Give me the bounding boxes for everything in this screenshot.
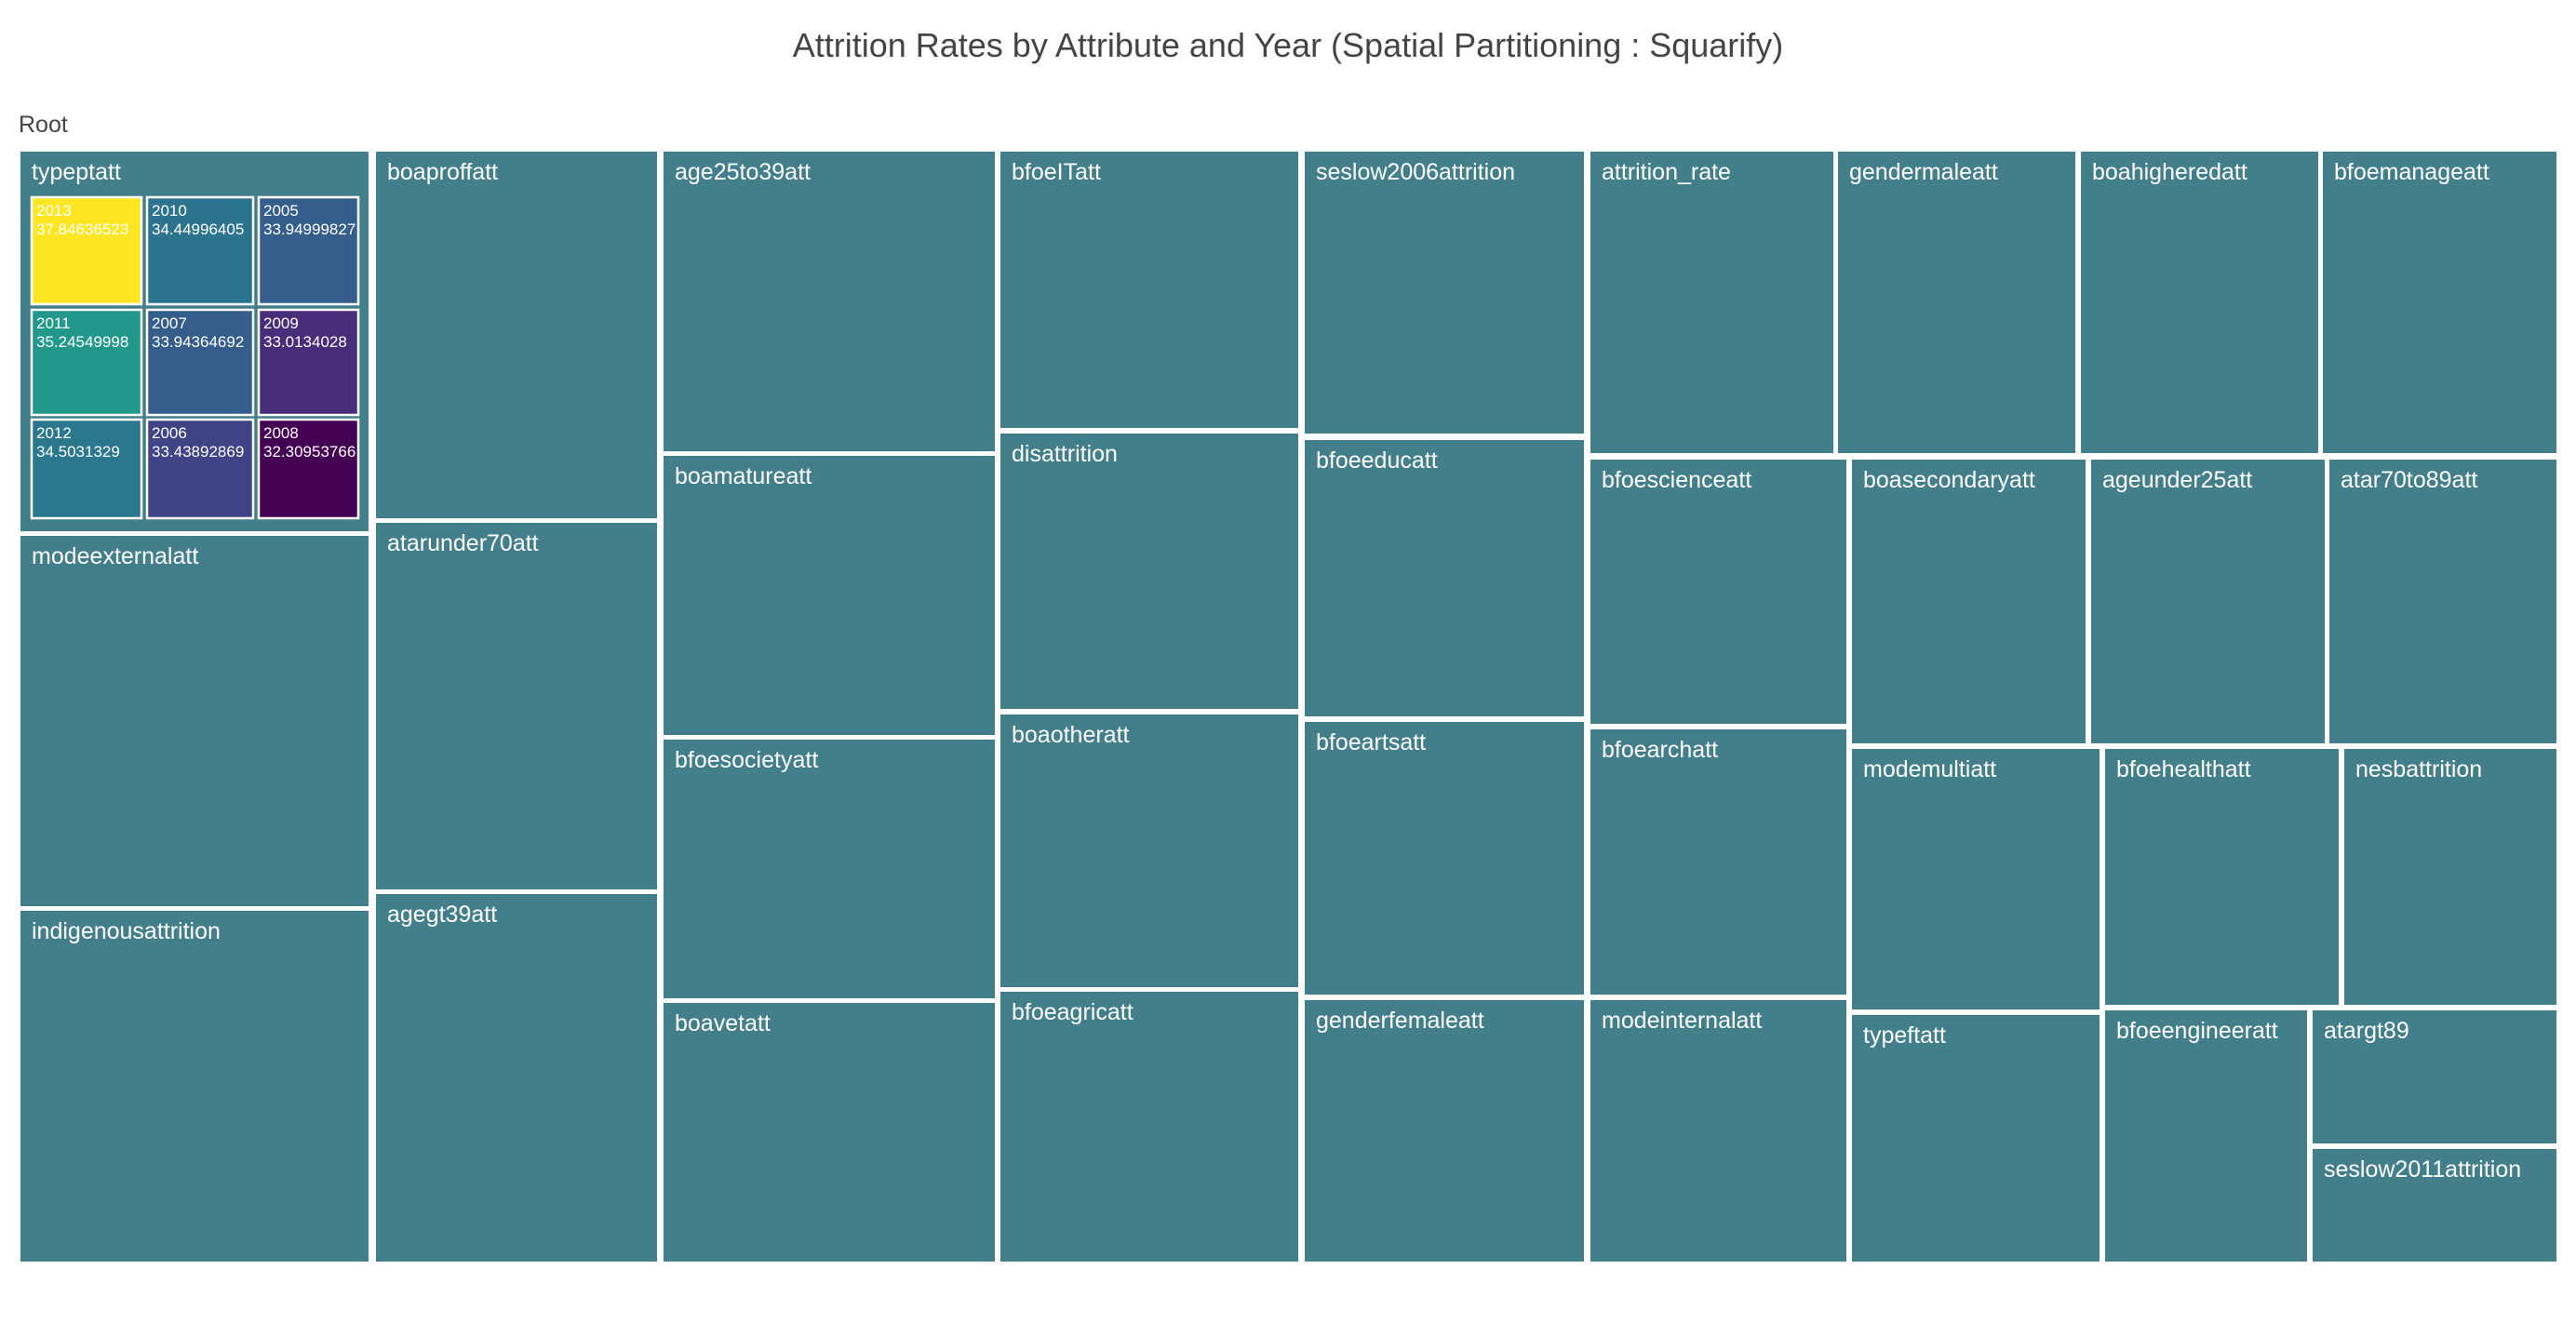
tile-label-atargt89: atargt89 <box>2324 1018 2409 1044</box>
tile-label-bfoeeducatt: bfoeeducatt <box>1316 448 1438 474</box>
tile-label-bfoeagricatt: bfoeagricatt <box>1012 999 1134 1025</box>
tile-year-label-2012: 2012 <box>36 424 72 442</box>
tile-genderfemaleatt[interactable] <box>1305 1000 1584 1262</box>
tile-ageunder25att[interactable] <box>2091 460 2325 743</box>
tile-label-modemultiatt: modemultiatt <box>1863 756 1996 782</box>
tile-atarunder70att[interactable] <box>376 523 657 889</box>
tile-year-label-2007: 2007 <box>152 314 187 332</box>
tile-bfoearchatt[interactable] <box>1590 729 1846 995</box>
tile-label-boavetatt: boavetatt <box>675 1010 771 1036</box>
tile-boaproffatt[interactable] <box>376 152 657 518</box>
tile-label-seslow2006attrition: seslow2006attrition <box>1316 159 1515 185</box>
tile-age25to39att[interactable] <box>664 152 995 451</box>
tile-bfoeitatt[interactable] <box>1000 152 1298 428</box>
tile-indigenousattrition[interactable] <box>20 911 369 1262</box>
tile-seslow2011attrition[interactable] <box>2313 1149 2556 1262</box>
tile-label-bfoearchatt: bfoearchatt <box>1602 737 1718 763</box>
tile-bfoeengineeratt[interactable] <box>2105 1010 2307 1262</box>
tile-typeptatt-2005[interactable] <box>257 195 360 306</box>
tile-label-modeinternalatt: modeinternalatt <box>1602 1008 1762 1034</box>
tile-label-bfoeitatt: bfoeITatt <box>1012 159 1101 185</box>
tile-label-seslow2011attrition: seslow2011attrition <box>2324 1156 2521 1182</box>
tile-typeptatt-2007[interactable] <box>145 308 255 417</box>
tile-value-label-2013: 37.84636523 <box>36 220 128 238</box>
tile-typeptatt-2011[interactable] <box>30 308 143 417</box>
tile-label-atar70to89att: atar70to89att <box>2341 467 2477 493</box>
tile-year-label-2008: 2008 <box>263 424 299 442</box>
tile-gendermaleatt[interactable] <box>1838 152 2075 453</box>
tile-label-bfoesocietyatt: bfoesocietyatt <box>675 747 818 773</box>
tile-label-genderfemaleatt: genderfemaleatt <box>1316 1008 1484 1034</box>
tile-typeptatt-2006[interactable] <box>145 418 255 520</box>
tile-label-boahigheredatt: boahigheredatt <box>2092 159 2247 185</box>
tile-modeinternalatt[interactable] <box>1590 1000 1846 1262</box>
tile-boahigheredatt[interactable] <box>2081 152 2318 453</box>
tile-value-label-2012: 34.5031329 <box>36 443 120 461</box>
tile-typeptatt-2010[interactable] <box>145 195 255 306</box>
tile-typeptatt-2009[interactable] <box>257 308 360 417</box>
tile-label-age25to39att: age25to39att <box>675 159 811 185</box>
tile-bfoesocietyatt[interactable] <box>664 740 995 998</box>
tile-label-atarunder70att: atarunder70att <box>387 530 539 556</box>
tile-atar70to89att[interactable] <box>2329 460 2556 743</box>
tile-label-nesbattrition: nesbattrition <box>2355 756 2482 782</box>
tile-label-gendermaleatt: gendermaleatt <box>1849 159 1998 185</box>
tile-label-bfoeartsatt: bfoeartsatt <box>1316 729 1426 755</box>
tile-bfoehealthatt[interactable] <box>2105 749 2339 1005</box>
tile-label-ageunder25att: ageunder25att <box>2102 467 2252 493</box>
tile-label-attrition-rate: attrition_rate <box>1602 159 1731 185</box>
root-breadcrumb[interactable]: Root <box>19 112 68 138</box>
tile-value-label-2007: 33.94364692 <box>152 333 244 351</box>
tile-bfoeagricatt[interactable] <box>1000 992 1298 1262</box>
tile-value-label-2005: 33.94999827 <box>263 220 356 238</box>
tile-bfoeeducatt[interactable] <box>1305 440 1584 716</box>
tile-label-boamatureatt: boamatureatt <box>675 463 812 489</box>
tile-bfoescienceatt[interactable] <box>1590 460 1846 724</box>
tile-disattrition[interactable] <box>1000 434 1298 709</box>
tile-label-boasecondaryatt: boasecondaryatt <box>1863 467 2035 493</box>
tile-year-label-2011: 2011 <box>36 314 71 332</box>
tile-typeftatt[interactable] <box>1852 1015 2100 1262</box>
tile-nesbattrition[interactable] <box>2344 749 2556 1005</box>
tile-value-label-2009: 33.0134028 <box>263 333 347 351</box>
tile-boaotheratt[interactable] <box>1000 715 1298 987</box>
tile-label-boaproffatt: boaproffatt <box>387 159 498 185</box>
tile-modemultiatt[interactable] <box>1852 749 2100 1009</box>
tile-boavetatt[interactable] <box>664 1003 995 1262</box>
tile-bfoemanageatt[interactable] <box>2323 152 2556 453</box>
chart-title: Attrition Rates by Attribute and Year (S… <box>792 26 1784 64</box>
tile-label-disattrition: disattrition <box>1012 441 1118 467</box>
tile-label-typeptatt: typeptatt <box>32 159 121 185</box>
tile-boamatureatt[interactable] <box>664 456 995 735</box>
tile-attrition-rate[interactable] <box>1590 152 1833 453</box>
tile-value-label-2008: 32.30953766 <box>263 443 356 461</box>
tile-label-boaotheratt: boaotheratt <box>1012 722 1130 748</box>
tile-typeptatt-2008[interactable] <box>257 418 360 520</box>
tile-label-bfoescienceatt: bfoescienceatt <box>1602 467 1751 493</box>
tile-label-bfoeengineeratt: bfoeengineeratt <box>2116 1018 2278 1044</box>
tile-label-modeexternalatt: modeexternalatt <box>32 543 198 569</box>
tile-year-label-2009: 2009 <box>263 314 299 332</box>
tile-year-label-2005: 2005 <box>263 202 299 220</box>
tile-value-label-2011: 35.24549998 <box>36 333 128 351</box>
tile-bfoeartsatt[interactable] <box>1305 722 1584 995</box>
tile-label-bfoehealthatt: bfoehealthatt <box>2116 756 2251 782</box>
tile-label-bfoemanageatt: bfoemanageatt <box>2334 159 2489 185</box>
tile-year-label-2013: 2013 <box>36 202 72 220</box>
tile-label-indigenousattrition: indigenousattrition <box>32 918 221 944</box>
tile-typeptatt-2013[interactable] <box>30 195 143 306</box>
tile-atargt89[interactable] <box>2313 1010 2556 1143</box>
tile-label-typeftatt: typeftatt <box>1863 1022 1946 1049</box>
tile-boasecondaryatt[interactable] <box>1852 460 2086 743</box>
tile-modeexternalatt[interactable] <box>20 536 369 906</box>
tile-label-agegt39att: agegt39att <box>387 902 497 928</box>
tile-value-label-2006: 33.43892869 <box>152 443 244 461</box>
tile-year-label-2006: 2006 <box>152 424 187 442</box>
tile-typeptatt-2012[interactable] <box>30 418 143 520</box>
tile-value-label-2010: 34.44996405 <box>152 220 244 238</box>
tile-seslow2006attrition[interactable] <box>1305 152 1584 434</box>
tile-year-label-2010: 2010 <box>152 202 187 220</box>
tile-agegt39att[interactable] <box>376 894 657 1262</box>
